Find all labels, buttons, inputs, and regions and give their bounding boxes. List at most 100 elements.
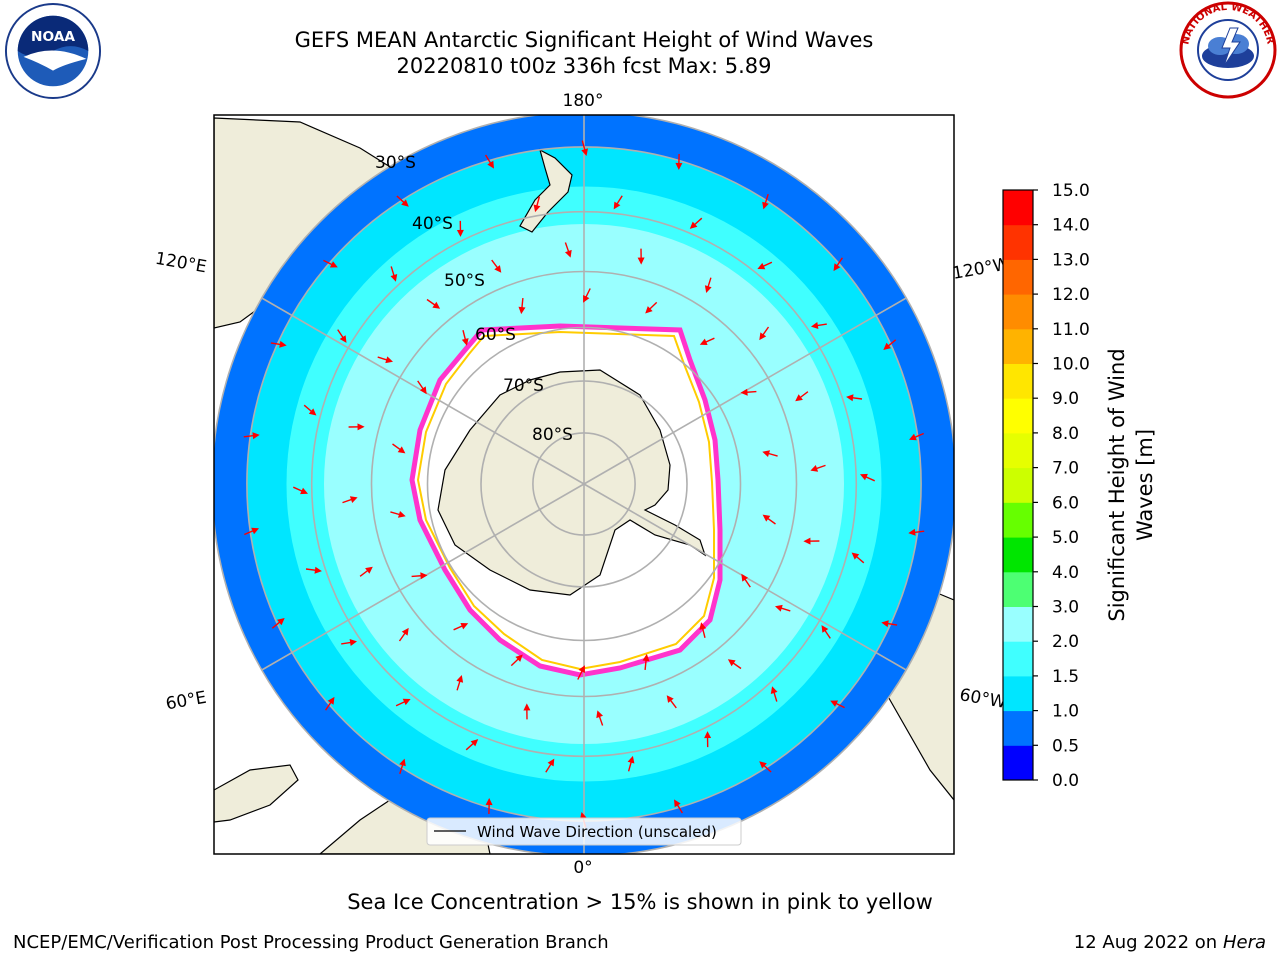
colorbar-swatch xyxy=(1003,398,1033,434)
map-title: GEFS MEAN Antarctic Significant Height o… xyxy=(294,28,874,52)
lat-label-70s: 70°S xyxy=(503,376,544,396)
wind-arrow xyxy=(803,537,820,545)
colorbar-tick-label: 10.0 xyxy=(1052,355,1090,375)
wind-arrow xyxy=(337,329,347,343)
wind-arrow xyxy=(762,514,776,525)
landmass-new-zealand xyxy=(519,148,573,233)
meridian-inner-2 xyxy=(539,457,585,485)
colorbar-tick-label: 0.0 xyxy=(1052,771,1079,791)
wind-arrow xyxy=(348,423,365,431)
wind-arrow xyxy=(645,301,658,314)
colorbar-swatch xyxy=(1003,467,1033,503)
wind-arrow xyxy=(583,288,591,303)
wind-arrow xyxy=(390,266,398,282)
meridian-line-2 xyxy=(261,297,541,460)
colorbar-swatch xyxy=(1003,190,1033,226)
wind-arrow xyxy=(759,326,770,341)
colorbar-swatch xyxy=(1003,363,1033,399)
colorbar-tick-label: 6.0 xyxy=(1052,493,1079,513)
noaa-logo: NOAA xyxy=(4,2,102,100)
wind-arrow xyxy=(627,755,635,772)
wind-arrow xyxy=(341,639,357,646)
wind-arrow xyxy=(398,627,409,642)
wind-arrow xyxy=(851,552,865,564)
wind-arrow xyxy=(810,464,826,472)
wind-arrow xyxy=(523,703,531,720)
colorbar-tick-label: 3.0 xyxy=(1052,598,1079,618)
lat-label-30s: 30°S xyxy=(375,153,416,173)
wind-arrow xyxy=(533,196,541,213)
wind-arrow xyxy=(581,140,588,156)
colorbar-swatch xyxy=(1003,710,1033,746)
colorbar-tick-label: 5.0 xyxy=(1052,528,1079,548)
colorbar-tick-label: 1.5 xyxy=(1052,667,1079,687)
lat-label-40s: 40°S xyxy=(412,214,453,234)
meridian-inner-1 xyxy=(539,483,585,511)
wind-arrow xyxy=(325,696,335,711)
wind-arrow xyxy=(775,604,791,612)
wind-arrow xyxy=(518,298,526,315)
colorbar-swatch xyxy=(1003,502,1033,538)
wind-arrow xyxy=(342,496,358,504)
wind-arrow xyxy=(396,195,409,207)
colorbar-swatch xyxy=(1003,328,1033,364)
wind-arrow xyxy=(666,695,677,709)
wind-arrow xyxy=(795,391,809,402)
landmass-antarctica xyxy=(437,369,707,596)
wind-arrow xyxy=(830,700,845,709)
landmass-madagascar xyxy=(214,764,299,823)
lon-label-120e: 120°E xyxy=(154,249,208,278)
wind-arrow xyxy=(762,450,778,457)
wind-arrow xyxy=(399,758,406,775)
wind-arrow xyxy=(704,731,712,748)
meridian-line-4 xyxy=(627,297,907,460)
wind-arrow xyxy=(699,337,715,345)
colorbar-swatch xyxy=(1003,745,1033,781)
wind-arrow xyxy=(545,758,555,773)
wind-arrow xyxy=(596,710,604,726)
wind-wave-direction-arrows xyxy=(243,140,925,828)
legend: Wind Wave Direction (unscaled) xyxy=(426,817,742,846)
wind-arrow xyxy=(741,573,751,588)
wind-arrow xyxy=(323,259,338,268)
colorbar-tick-label: 7.0 xyxy=(1052,459,1079,479)
colorbar-tick-label: 13.0 xyxy=(1052,250,1090,270)
wind-arrow xyxy=(491,259,502,273)
colorbar-tick-label: 8.0 xyxy=(1052,424,1079,444)
wind-arrow xyxy=(860,473,875,482)
colorbar-swatch xyxy=(1003,224,1033,260)
wind-arrow xyxy=(613,195,623,210)
colorbar-swatch xyxy=(1003,537,1033,573)
wind-arrow xyxy=(395,698,411,707)
wind-arrow xyxy=(564,242,572,258)
run-date: 12 Aug 2022 on Hera xyxy=(1074,932,1266,953)
wind-arrow xyxy=(270,340,287,348)
lat-label-50s: 50°S xyxy=(444,271,485,291)
wind-arrow xyxy=(377,356,393,364)
wind-arrow xyxy=(461,330,469,346)
wind-arrow xyxy=(485,154,494,169)
lon-label-60w: 60°W xyxy=(958,685,1008,713)
colorbar: 0.0 0.5 1.0 1.5 2.0 3.0 4.0 5.0 6.0 7.0 8.0 9.0 10.0… xyxy=(1002,181,1090,791)
lon-label-0: 0° xyxy=(573,858,592,878)
colorbar-tick-label: 12.0 xyxy=(1052,285,1090,305)
wind-arrow xyxy=(577,665,585,680)
colorbar-tick-label: 9.0 xyxy=(1052,389,1079,409)
wind-arrow xyxy=(740,388,757,396)
meridian-inner-5 xyxy=(583,483,629,511)
wind-arrow xyxy=(305,566,322,574)
wind-arrow xyxy=(833,257,843,272)
wind-arrow xyxy=(453,623,469,631)
wind-arrow xyxy=(846,394,863,402)
wind-arrow xyxy=(811,322,827,329)
wind-arrow xyxy=(909,432,924,441)
wind-arrow xyxy=(770,686,778,702)
wind-arrow xyxy=(465,739,479,751)
colorbar-tick-label: 2.0 xyxy=(1052,632,1079,652)
run-host: Hera xyxy=(1222,932,1266,953)
wind-arrow xyxy=(883,339,897,350)
sea-ice-inner-edge xyxy=(416,330,715,671)
lon-label-180: 180° xyxy=(563,91,604,111)
wind-arrow xyxy=(485,798,493,815)
wind-arrow xyxy=(637,248,645,265)
